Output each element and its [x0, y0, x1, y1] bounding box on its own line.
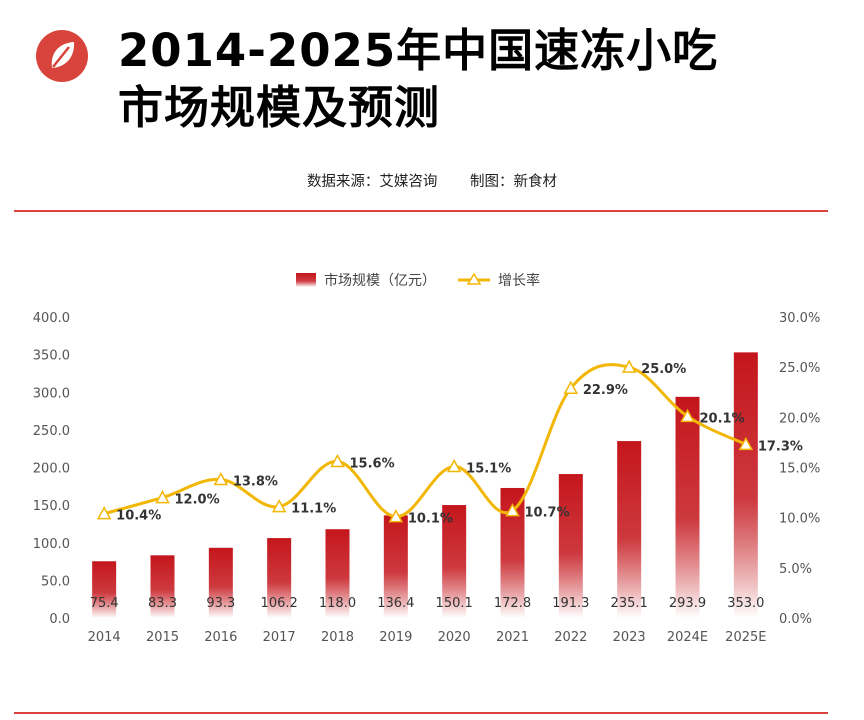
- left-axis-tick: 250.0: [33, 424, 70, 439]
- growth-rate-point: [505, 503, 520, 517]
- bar-value-label: 353.0: [727, 596, 764, 611]
- title-line-1: 2014-2025年中国速冻小吃: [118, 24, 719, 77]
- data-source: 数据来源：艾媒咨询: [306, 174, 438, 190]
- bar-value-label: 235.1: [611, 596, 648, 611]
- right-axis-tick: 15.0%: [779, 462, 820, 477]
- growth-rate-label: 10.1%: [408, 512, 453, 527]
- legend-label-growth-rate: 增长率: [498, 272, 540, 289]
- right-axis-tick: 5.0%: [779, 562, 812, 577]
- chart-maker: 制图：新食材: [470, 174, 558, 190]
- left-axis-tick: 100.0: [33, 537, 70, 552]
- growth-rate-point: [155, 490, 170, 504]
- right-axis-tick: 20.0%: [779, 411, 820, 426]
- bar: [92, 561, 117, 618]
- x-axis-tick: 2022: [554, 630, 587, 645]
- bottom-divider: [14, 712, 828, 714]
- x-axis-tick: 2023: [613, 630, 646, 645]
- bar: [442, 505, 467, 618]
- right-axis-tick: 25.0%: [779, 361, 820, 376]
- bar-value-label: 75.4: [90, 596, 119, 611]
- left-axis-tick: 400.0: [33, 311, 70, 326]
- bar-value-label: 293.9: [669, 596, 706, 611]
- x-axis-tick: 2014: [88, 630, 121, 645]
- bar: [383, 515, 408, 618]
- right-axis-tick: 0.0%: [779, 612, 812, 627]
- bar: [267, 538, 292, 618]
- growth-rate-point: [96, 506, 112, 520]
- leaf-logo-icon: [36, 30, 88, 82]
- bar: [208, 547, 233, 618]
- left-axis-tick: 150.0: [33, 499, 70, 514]
- growth-rate-label: 25.0%: [641, 362, 686, 377]
- legend-line-marker: [466, 272, 482, 285]
- legend-bar-swatch: [296, 273, 316, 287]
- right-axis-tick: 10.0%: [779, 512, 820, 527]
- growth-rate-label: 22.9%: [583, 383, 628, 398]
- bar-value-label: 136.4: [377, 596, 414, 611]
- bar: [558, 474, 583, 618]
- growth-rate-point: [271, 499, 287, 513]
- growth-rate-label: 10.4%: [116, 509, 161, 524]
- growth-rate-label: 20.1%: [700, 411, 745, 426]
- bar: [733, 352, 758, 618]
- legend-label-market-size: 市场规模（亿元）: [324, 272, 436, 289]
- bar: [617, 441, 642, 618]
- source-line: 数据来源：艾媒咨询 制图：新食材: [0, 170, 864, 191]
- growth-rate-point: [738, 436, 754, 451]
- growth-rate-label: 17.3%: [758, 439, 803, 454]
- bar-value-label: 118.0: [319, 596, 356, 611]
- left-axis-tick: 0.0: [49, 612, 70, 627]
- x-axis-tick: 2020: [438, 630, 471, 645]
- bar-value-label: 172.8: [494, 596, 531, 611]
- left-axis-tick: 350.0: [33, 349, 70, 364]
- bar-value-label: 106.2: [261, 596, 298, 611]
- growth-rate-label: 10.7%: [525, 506, 570, 521]
- chart: 市场规模（亿元） 增长率 0.0 50.0 100.0 150.0 200.0 250.0 30…: [33, 272, 821, 645]
- bar-value-label: 191.3: [552, 596, 589, 611]
- left-axis-tick: 200.0: [33, 462, 70, 477]
- growth-rate-label: 15.6%: [350, 456, 395, 471]
- x-axis-tick: 2024E: [667, 630, 708, 645]
- x-axis-tick: 2019: [379, 630, 412, 645]
- top-divider: [14, 210, 828, 212]
- bar-value-label: 83.3: [148, 596, 177, 611]
- bar-value-label: 93.3: [206, 596, 235, 611]
- growth-rate-point: [330, 453, 345, 468]
- x-axis-tick: 2017: [263, 630, 296, 645]
- growth-rate-point: [446, 458, 462, 473]
- bar: [150, 555, 175, 618]
- x-axis-tick: 2015: [146, 630, 179, 645]
- title-line-2: 市场规模及预测: [118, 81, 441, 134]
- x-axis-tick: 2021: [496, 630, 529, 645]
- right-axis-tick: 30.0%: [779, 311, 820, 326]
- page-title: 2014-2025年中国速冻小吃 市场规模及预测: [118, 22, 838, 136]
- growth-rate-point: [213, 471, 229, 486]
- bar: [675, 396, 700, 618]
- bar-value-label: 150.1: [436, 596, 473, 611]
- growth-rate-point: [563, 380, 579, 394]
- left-axis-tick: 300.0: [33, 386, 70, 401]
- left-axis-tick: 50.0: [41, 574, 70, 589]
- x-axis-tick: 2016: [204, 630, 237, 645]
- growth-rate-point: [621, 359, 637, 373]
- x-axis-tick: 2025E: [725, 630, 766, 645]
- growth-rate-label: 12.0%: [175, 493, 220, 508]
- x-axis-tick: 2018: [321, 630, 354, 645]
- growth-rate-label: 15.1%: [466, 461, 511, 476]
- growth-rate-label: 11.1%: [291, 502, 336, 517]
- growth-rate-point: [680, 408, 695, 423]
- growth-rate-label: 13.8%: [233, 475, 278, 490]
- growth-rate-point: [388, 509, 404, 523]
- bar: [325, 529, 350, 618]
